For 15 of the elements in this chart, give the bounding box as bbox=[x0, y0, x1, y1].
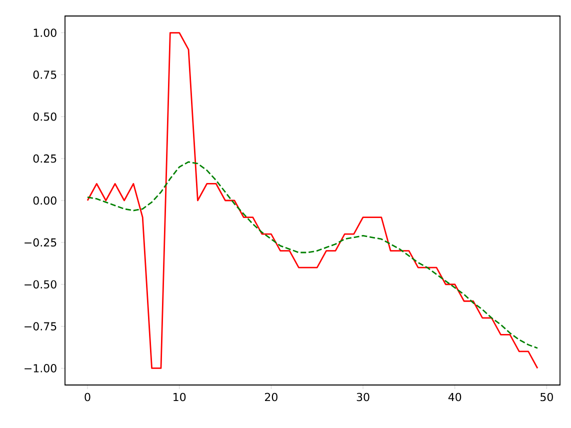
x-tick-label: 50 bbox=[540, 392, 553, 402]
x-tick-label: 40 bbox=[448, 392, 462, 402]
y-tick-label: 1.00 bbox=[34, 28, 56, 37]
x-tick-label: 30 bbox=[356, 392, 370, 402]
x-tick-label: 0 bbox=[84, 392, 90, 402]
y-tick-label: −0.25 bbox=[24, 238, 56, 247]
y-tick-label: 0.00 bbox=[33, 196, 56, 205]
y-tick-label: 0.25 bbox=[33, 154, 56, 163]
y-tick-label: 0.75 bbox=[33, 70, 56, 79]
y-tick-label: −0.75 bbox=[24, 322, 56, 330]
x-tick-label: 20 bbox=[264, 392, 278, 402]
y-tick-label: −1.00 bbox=[24, 364, 56, 372]
y-tick-label: 0.50 bbox=[33, 112, 56, 121]
x-tick-label: 10 bbox=[174, 392, 186, 402]
y-tick-label: −0.50 bbox=[24, 280, 56, 289]
